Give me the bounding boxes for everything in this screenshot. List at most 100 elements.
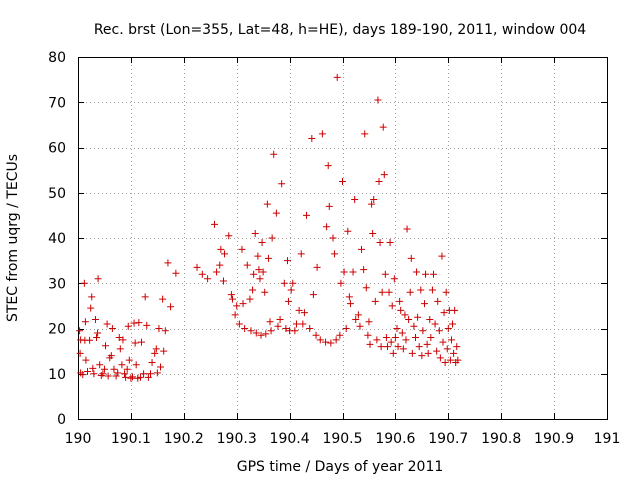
data-point bbox=[122, 373, 130, 381]
data-point bbox=[274, 322, 282, 330]
data-point bbox=[300, 309, 308, 317]
data-point bbox=[385, 288, 393, 296]
data-point bbox=[342, 325, 350, 332]
data-point bbox=[360, 266, 368, 274]
data-point bbox=[374, 96, 382, 104]
data-point bbox=[352, 315, 360, 323]
data-point bbox=[91, 315, 99, 323]
x-tick-label: 190.3 bbox=[217, 431, 257, 447]
data-point bbox=[193, 263, 201, 271]
x-tick-labels: 190 190.1 190.2 190.3 190.4 190.5 190.6 190.7 19… bbox=[65, 431, 621, 447]
data-point bbox=[136, 373, 144, 381]
data-point bbox=[443, 345, 451, 353]
data-point bbox=[107, 352, 115, 360]
data-point bbox=[401, 311, 409, 319]
data-point bbox=[247, 327, 255, 335]
x-tick-label: 190.8 bbox=[481, 431, 521, 447]
data-point bbox=[144, 373, 152, 381]
x-tick-label: 190.6 bbox=[375, 431, 415, 447]
data-point bbox=[440, 309, 448, 317]
x-axis-label: GPS time / Days of year 2011 bbox=[237, 459, 444, 475]
data-point bbox=[204, 275, 212, 283]
data-point bbox=[210, 220, 218, 228]
y-tick-label: 80 bbox=[48, 50, 66, 66]
x-tick-label: 190.9 bbox=[534, 431, 574, 447]
x-tick-label: 190.2 bbox=[164, 431, 204, 447]
data-point bbox=[128, 373, 136, 381]
data-point bbox=[116, 345, 124, 353]
data-point bbox=[408, 349, 416, 357]
data-point bbox=[292, 320, 300, 328]
data-point bbox=[241, 325, 249, 332]
data-point bbox=[152, 345, 160, 353]
data-point bbox=[361, 130, 369, 138]
data-point bbox=[303, 211, 311, 219]
data-point bbox=[391, 334, 399, 342]
data-point bbox=[451, 306, 459, 314]
data-point bbox=[87, 304, 95, 312]
x-tick-label: 190.4 bbox=[270, 431, 310, 447]
data-point bbox=[313, 263, 321, 271]
data-point bbox=[115, 334, 123, 342]
data-point bbox=[153, 369, 161, 377]
data-point bbox=[422, 270, 430, 278]
data-point bbox=[388, 302, 396, 310]
data-point bbox=[79, 371, 87, 379]
data-point bbox=[396, 297, 404, 305]
y-tick-label: 40 bbox=[48, 231, 66, 247]
data-point bbox=[444, 325, 452, 332]
data-point bbox=[148, 358, 156, 366]
data-point bbox=[349, 268, 357, 276]
data-point bbox=[272, 209, 280, 217]
data-point bbox=[172, 269, 180, 277]
data-point bbox=[428, 286, 436, 294]
data-point bbox=[383, 343, 391, 351]
data-point bbox=[146, 370, 154, 378]
data-point bbox=[379, 123, 387, 131]
data-point bbox=[371, 297, 379, 305]
data-point bbox=[198, 270, 206, 278]
y-tick-label: 50 bbox=[48, 186, 66, 202]
data-point bbox=[439, 338, 447, 346]
data-point bbox=[94, 329, 102, 337]
data-point bbox=[213, 268, 221, 276]
data-point bbox=[381, 270, 389, 278]
data-point bbox=[297, 250, 305, 258]
data-point bbox=[84, 367, 92, 375]
data-point bbox=[256, 275, 264, 283]
data-point bbox=[378, 288, 386, 296]
data-point bbox=[90, 370, 98, 378]
data-point bbox=[356, 322, 364, 330]
data-point bbox=[100, 365, 108, 373]
data-point bbox=[375, 177, 383, 185]
data-point bbox=[263, 200, 271, 208]
data-point bbox=[366, 340, 374, 348]
data-point bbox=[276, 315, 284, 323]
data-point bbox=[306, 325, 314, 332]
data-point bbox=[161, 327, 169, 335]
data-point bbox=[340, 268, 348, 276]
data-point bbox=[407, 254, 415, 262]
data-point bbox=[429, 270, 437, 278]
data-point bbox=[125, 356, 133, 364]
data-point bbox=[268, 234, 276, 242]
data-point bbox=[89, 364, 97, 372]
data-point bbox=[389, 349, 397, 357]
data-point bbox=[114, 369, 122, 377]
data-point bbox=[431, 320, 439, 328]
data-point bbox=[377, 343, 385, 351]
data-point bbox=[227, 291, 235, 299]
data-point bbox=[312, 331, 320, 339]
data-point bbox=[160, 347, 168, 355]
data-point bbox=[266, 318, 274, 326]
data-point bbox=[81, 318, 89, 326]
data-point bbox=[252, 329, 260, 337]
data-point bbox=[239, 300, 247, 308]
data-point bbox=[406, 288, 414, 296]
data-point bbox=[394, 343, 402, 351]
data-point bbox=[137, 338, 145, 346]
y-tick-labels: 0 10 20 30 40 50 60 70 80 bbox=[48, 50, 66, 428]
data-point bbox=[364, 331, 372, 339]
data-point bbox=[233, 302, 241, 310]
